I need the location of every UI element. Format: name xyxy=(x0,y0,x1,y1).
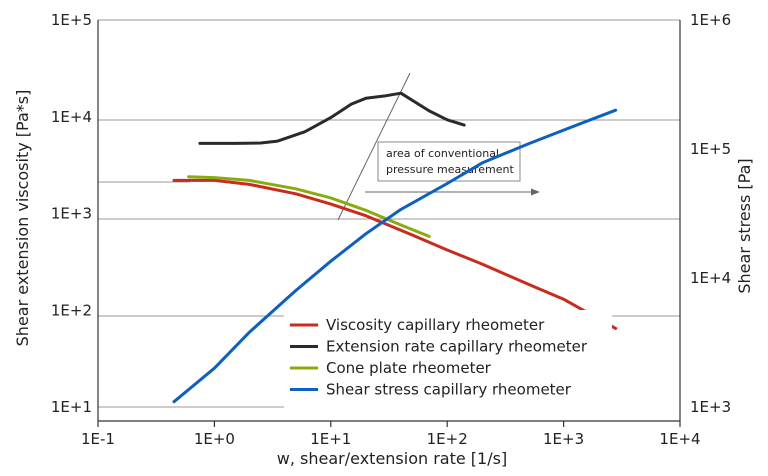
x-tick-label: 1E+4 xyxy=(659,430,700,448)
x-tick-marks xyxy=(97,421,681,427)
x-tick-label: 1E-1 xyxy=(81,430,115,448)
x-tick-labels: 1E-1 1E+0 1E+1 1E+2 1E+3 1E+4 xyxy=(81,430,701,448)
x-tick-label: 1E+1 xyxy=(310,430,351,448)
y-right-tick-label: 1E+6 xyxy=(690,11,731,29)
y-left-tick-label: 1E+4 xyxy=(51,108,92,126)
annotation-box xyxy=(377,141,521,182)
y-left-tick-label: 1E+3 xyxy=(51,205,92,223)
y-left-tick-label: 1E+1 xyxy=(51,398,92,416)
annotation-boundary-line xyxy=(337,72,411,221)
y-right-tick-label: 1E+5 xyxy=(690,140,731,158)
x-tick-label: 1E+3 xyxy=(543,430,584,448)
legend-label: Viscosity capillary rheometer xyxy=(326,316,545,334)
legend-background xyxy=(284,310,612,410)
y-right-tick-labels: 1E+3 1E+4 1E+5 1E+6 xyxy=(690,11,731,416)
y-axis-right-title: Shear stress [Pa] xyxy=(735,158,754,293)
axes xyxy=(97,20,681,427)
series-line-0 xyxy=(172,178,618,330)
y-axis-left-title: Shear extension viscosity [Pa*s] xyxy=(13,90,32,347)
y-right-tick-label: 1E+4 xyxy=(690,269,731,287)
annotation-line-1: area of conventional xyxy=(386,147,499,160)
y-left-tick-labels: 1E+1 1E+2 1E+3 1E+4 1E+5 xyxy=(51,11,92,416)
series-line-2 xyxy=(187,175,431,238)
legend: Viscosity capillary rheometer Extension r… xyxy=(284,310,612,410)
legend-label: Extension rate capillary rheometer xyxy=(326,338,588,356)
legend-label: Shear stress capillary rheometer xyxy=(326,381,572,399)
series-line-1 xyxy=(198,91,466,145)
x-tick-label: 1E+0 xyxy=(194,430,235,448)
series-lines xyxy=(172,91,618,404)
legend-label: Cone plate rheometer xyxy=(326,359,492,377)
y-left-tick-label: 1E+5 xyxy=(51,11,92,29)
y-right-tick-label: 1E+3 xyxy=(690,398,731,416)
annotation-arrowhead xyxy=(531,188,540,196)
x-axis-title: w, shear/extension rate [1/s] xyxy=(277,449,507,468)
series-line-3 xyxy=(172,108,618,404)
conventional-area-annotation: area of conventional pressure measuremen… xyxy=(337,72,540,221)
y-left-tick-label: 1E+2 xyxy=(51,301,92,319)
x-tick-label: 1E+2 xyxy=(427,430,468,448)
annotation-line-2: pressure measurement xyxy=(386,163,514,176)
